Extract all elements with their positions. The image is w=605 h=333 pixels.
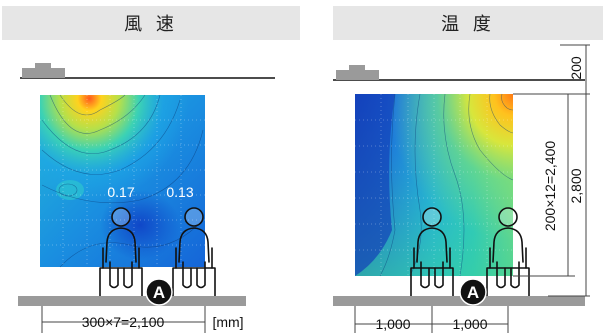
air-outlet-fixture-top [35, 63, 51, 69]
marker-a-label-right: A [467, 283, 479, 302]
width-dimension-label: 300×7=2,100 [82, 314, 165, 330]
wind-speed-panel: 0.17 0.13 A 300×7=2,100 [mm] [18, 63, 275, 333]
dim-total-label: 2,800 [568, 168, 584, 203]
air-outlet-fixture-right-top [349, 65, 365, 71]
temperature-panel: A 200 200×12=2,400 2,800 1,000 1,000 [333, 45, 590, 333]
dim-top-label: 200 [568, 56, 584, 80]
air-outlet-fixture [22, 68, 65, 78]
dim-bottom-2-label: 1,000 [452, 316, 487, 332]
air-outlet-fixture-right [336, 70, 379, 80]
marker-a-label: A [153, 283, 165, 302]
dim-bottom-1-label: 1,000 [375, 316, 410, 332]
wind-value-seat-1: 0.17 [107, 184, 134, 200]
wind-value-seat-2: 0.13 [166, 184, 193, 200]
floor-slab [18, 296, 246, 306]
dim-grid-label: 200×12=2,400 [542, 141, 558, 232]
unit-label: [mm] [212, 314, 243, 330]
floor-slab-right [333, 296, 585, 306]
